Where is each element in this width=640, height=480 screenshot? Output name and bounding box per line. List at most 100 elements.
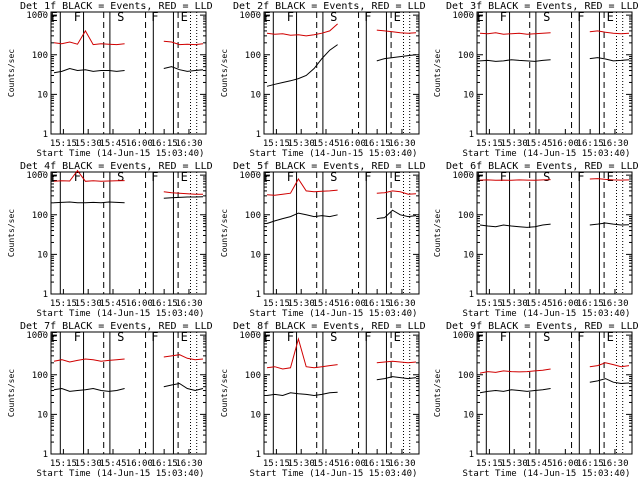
x-tick-label: 16:00 [339,139,366,149]
x-tick-label: 16:30 [388,459,415,469]
marker-flag-label: F [74,10,81,24]
x-tick-label: 16:30 [601,459,628,469]
x-tick-label: 16:30 [601,299,628,309]
marker-flag-label: F [500,10,507,24]
x-tick-label: 15:45 [525,299,552,309]
x-tick-label: 15:15 [476,459,503,469]
x-tick-label: 16:00 [552,299,579,309]
marker-flag-label: E [263,330,270,344]
x-axis-label: Start Time (14-Jun-15 15:03:40) [37,309,205,319]
x-tick-label: 16:30 [388,299,415,309]
events-series-line [53,196,204,204]
plot-frame [476,171,633,295]
detector-panel-6: Det_6f BLACK = Events, RED = LLD 1 10 100 10… [433,161,639,319]
marker-flag-label: F [151,10,158,24]
x-tick-label: 16:30 [175,299,202,309]
events-series-line [53,382,204,392]
marker-flag-label: E [476,170,483,184]
plot-frame [50,11,207,135]
y-tick-label: 1000 [26,11,48,21]
panel-title: Det_3f BLACK = Events, RED = LLD [446,1,639,12]
events-series-line [266,376,417,397]
plot-frame [50,171,207,295]
y-tick-label: 10 [463,410,474,420]
marker-flag-label: S [543,330,550,344]
x-tick-label: 16:00 [552,459,579,469]
events-series-line [266,209,417,224]
y-tick-label: 1 [469,290,474,300]
y-tick-label: 1000 [452,171,474,181]
x-tick-label: 15:30 [288,459,315,469]
y-tick-label: 10 [37,250,48,260]
y-tick-label: 100 [458,371,474,381]
y-tick-label: 1 [256,130,261,140]
y-axis-label: Counts/sec [7,209,16,257]
y-tick-label: 1 [43,290,48,300]
y-tick-label: 1000 [239,11,261,21]
x-tick-label: 16:30 [175,459,202,469]
marker-flag-label: F [577,10,584,24]
y-axis-label: Counts/sec [433,369,442,417]
y-axis-label: Counts/sec [220,369,229,417]
x-tick-label: 15:15 [263,139,290,149]
marker-flag-label: S [117,330,124,344]
y-tick-label: 10 [37,410,48,420]
x-axis-label: Start Time (14-Jun-15 15:03:40) [463,149,631,159]
x-tick-label: 15:30 [288,299,315,309]
panel-title: Det_7f BLACK = Events, RED = LLD [20,321,213,332]
y-tick-label: 10 [463,90,474,100]
marker-flag-label: F [500,330,507,344]
marker-flag-label: S [543,10,550,24]
detector-panel-5: Det_5f BLACK = Events, RED = LLD 1 10 100 10… [220,161,426,319]
marker-flag-label: S [330,170,337,184]
events-series-line [53,66,204,74]
x-tick-label: 15:30 [288,139,315,149]
plot-frame [263,171,420,295]
lld-series-line [479,178,630,181]
marker-flag-label: E [263,10,270,24]
marker-flag-label: E [181,330,188,344]
x-tick-label: 16:15 [577,459,604,469]
panel-title: Det_2f BLACK = Events, RED = LLD [233,1,426,12]
x-axis-label: Start Time (14-Jun-15 15:03:40) [250,149,418,159]
y-tick-label: 10 [463,250,474,260]
x-tick-label: 16:15 [364,139,391,149]
marker-flag-label: S [543,170,550,184]
x-tick-label: 15:15 [476,139,503,149]
plot-frame [476,331,633,455]
marker-flag-label: E [50,170,57,184]
x-tick-label: 15:45 [312,459,339,469]
y-axis-label: Counts/sec [433,209,442,257]
x-axis-label: Start Time (14-Jun-15 15:03:40) [463,309,631,319]
x-tick-label: 16:30 [175,139,202,149]
events-series-line [266,44,417,87]
marker-flag-label: E [181,10,188,24]
detector-panel-7: Det_7f BLACK = Events, RED = LLD 1 10 100 10… [7,321,213,479]
detector-panel-3: Det_3f BLACK = Events, RED = LLD 1 10 100 10… [433,1,639,159]
panel-title: Det_1f BLACK = Events, RED = LLD [20,1,213,12]
events-series-line [479,378,630,394]
lld-series-line [479,30,630,35]
marker-flag-label: F [364,330,371,344]
y-tick-label: 100 [32,371,48,381]
y-tick-label: 100 [245,51,261,61]
y-axis-label: Counts/sec [220,209,229,257]
y-tick-label: 10 [37,90,48,100]
lld-series-line [479,362,630,374]
x-tick-label: 15:45 [312,299,339,309]
marker-flag-label: S [117,10,124,24]
lld-series-line [266,178,417,196]
x-tick-label: 15:15 [263,459,290,469]
marker-flag-label: E [476,330,483,344]
lld-series-line [266,23,417,37]
panel-title: Det_4f BLACK = Events, RED = LLD [20,161,213,172]
x-tick-label: 15:30 [75,139,102,149]
x-tick-label: 15:45 [525,459,552,469]
x-tick-label: 16:15 [151,459,178,469]
x-axis-label: Start Time (14-Jun-15 15:03:40) [37,469,205,479]
events-series-line [479,57,630,62]
plot-frame [263,11,420,135]
marker-flag-label: F [364,170,371,184]
y-tick-label: 100 [458,51,474,61]
y-tick-label: 100 [245,211,261,221]
